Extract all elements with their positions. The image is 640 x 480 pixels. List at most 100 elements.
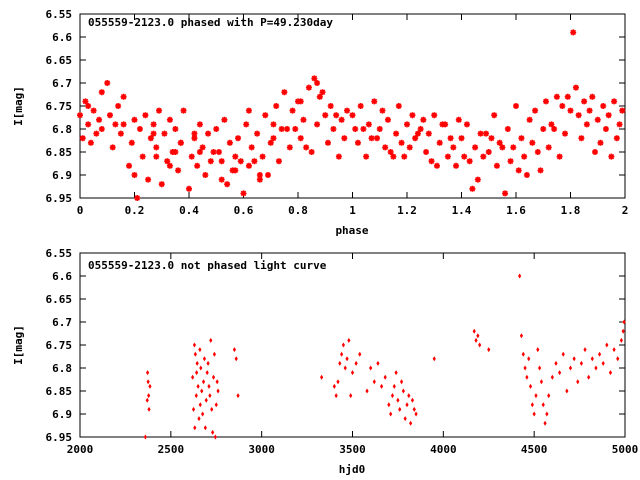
phased-data-point bbox=[237, 158, 244, 165]
unphased-data-point bbox=[216, 388, 220, 394]
phased-data-point bbox=[444, 153, 451, 160]
phased-data-point bbox=[382, 144, 389, 151]
phased-data-point bbox=[393, 130, 400, 137]
unphased-data-point bbox=[200, 388, 204, 394]
unphased-data-point bbox=[398, 406, 402, 412]
phased-data-point bbox=[553, 93, 560, 100]
phased-data-point bbox=[131, 172, 138, 178]
unphased-x-tick-label: 3500 bbox=[339, 443, 366, 456]
unphased-y-tick-label: 6.55 bbox=[46, 247, 73, 260]
unphased-data-point bbox=[389, 411, 393, 417]
unphased-data-point bbox=[414, 411, 418, 417]
unphased-data-point bbox=[579, 360, 583, 366]
unphased-data-point bbox=[196, 383, 200, 389]
phased-data-point bbox=[245, 162, 252, 169]
unphased-data-point bbox=[369, 365, 373, 371]
phased-data-point bbox=[504, 126, 511, 132]
phased-data-point bbox=[390, 153, 397, 160]
phased-data-point bbox=[477, 130, 484, 137]
phased-data-point bbox=[398, 139, 405, 146]
phased-data-point bbox=[221, 116, 228, 123]
phased-data-point bbox=[455, 116, 462, 123]
unphased-data-point bbox=[343, 365, 347, 371]
unphased-data-point bbox=[341, 342, 346, 348]
phased-data-point bbox=[551, 126, 558, 132]
unphased-x-tick-label: 4500 bbox=[521, 443, 548, 456]
unphased-y-tick-label: 6.75 bbox=[46, 339, 73, 352]
phased-data-point bbox=[297, 98, 304, 105]
phased-data-point bbox=[338, 116, 345, 123]
unphased-data-point bbox=[401, 388, 405, 394]
phased-data-point bbox=[605, 112, 612, 119]
phased-data-point bbox=[602, 126, 609, 132]
phased-data-point bbox=[164, 158, 171, 165]
unphased-x-tick-label: 4000 bbox=[430, 443, 457, 456]
phased-data-point bbox=[270, 135, 277, 142]
phased-data-point bbox=[314, 121, 321, 128]
phased-x-tick-label: 1.8 bbox=[561, 204, 581, 217]
unphased-y-tick-label: 6.7 bbox=[52, 316, 72, 329]
phased-data-point bbox=[145, 176, 152, 183]
phased-data-point bbox=[578, 135, 585, 142]
phased-data-point bbox=[251, 158, 258, 165]
unphased-data-point bbox=[587, 374, 591, 380]
phased-data-point bbox=[401, 153, 408, 160]
unphased-data-point bbox=[547, 393, 551, 399]
phased-data-point bbox=[289, 107, 296, 114]
phased-data-point bbox=[243, 121, 250, 128]
phased-data-point bbox=[316, 93, 323, 100]
phased-data-point bbox=[515, 167, 522, 174]
phased-data-point bbox=[218, 158, 225, 165]
phased-data-point bbox=[297, 135, 304, 142]
phased-data-point bbox=[232, 167, 239, 174]
phased-points bbox=[77, 29, 626, 201]
unphased-data-point bbox=[207, 383, 211, 389]
phased-data-point bbox=[85, 103, 92, 109]
unphased-x-tick-label: 3000 bbox=[248, 443, 275, 456]
phased-data-point bbox=[363, 153, 370, 160]
phased-data-point bbox=[564, 93, 571, 100]
phased-data-point bbox=[186, 185, 192, 192]
phased-data-point bbox=[281, 89, 288, 96]
unphased-data-point bbox=[195, 370, 199, 376]
unphased-data-point bbox=[550, 374, 554, 380]
phased-data-point bbox=[136, 126, 143, 132]
unphased-data-point bbox=[538, 365, 542, 371]
phased-x-tick-label: 0.2 bbox=[125, 204, 145, 217]
unphased-chart: 6.55 6.6 6.65 6.7 6.75 6.8 6.85 6.9 6.95 2000 250… bbox=[12, 247, 638, 476]
unphased-data-point bbox=[206, 360, 210, 366]
unphased-data-point bbox=[197, 416, 201, 422]
phased-data-point bbox=[575, 112, 582, 119]
phased-chart-title: 055559-2123.0 phased with P=49.230day bbox=[88, 16, 333, 29]
unphased-data-point bbox=[209, 337, 213, 343]
unphased-data-point bbox=[148, 383, 152, 389]
unphased-data-point bbox=[210, 406, 214, 412]
unphased-data-point bbox=[354, 360, 358, 366]
unphased-data-point bbox=[525, 374, 529, 380]
phased-data-point bbox=[360, 126, 367, 132]
phased-data-point bbox=[256, 176, 263, 183]
unphased-data-point bbox=[412, 406, 416, 412]
phased-data-point bbox=[406, 144, 413, 151]
unphased-data-point bbox=[338, 360, 342, 366]
phased-data-point bbox=[207, 158, 214, 165]
phased-data-point bbox=[98, 126, 105, 132]
phased-data-point bbox=[461, 153, 468, 160]
phased-data-point bbox=[499, 144, 506, 151]
phased-data-point bbox=[327, 103, 334, 109]
unphased-data-point bbox=[202, 356, 207, 362]
unphased-data-point bbox=[145, 397, 149, 403]
unphased-x-tick-label: 5000 bbox=[612, 443, 639, 456]
phased-data-point bbox=[608, 153, 615, 160]
unphased-x-axis-label: hjd0 bbox=[339, 463, 366, 476]
unphased-data-point bbox=[572, 356, 576, 362]
unphased-data-point bbox=[616, 356, 620, 362]
unphased-data-point bbox=[532, 411, 536, 417]
unphased-data-point bbox=[543, 420, 547, 426]
phased-data-point bbox=[502, 190, 509, 197]
phased-data-point bbox=[226, 139, 233, 146]
unphased-x-tick-label: 2500 bbox=[158, 443, 185, 456]
unphased-data-point bbox=[340, 351, 344, 357]
unphased-data-point bbox=[198, 347, 202, 353]
unphased-y-axis-label: I[mag] bbox=[12, 325, 25, 365]
